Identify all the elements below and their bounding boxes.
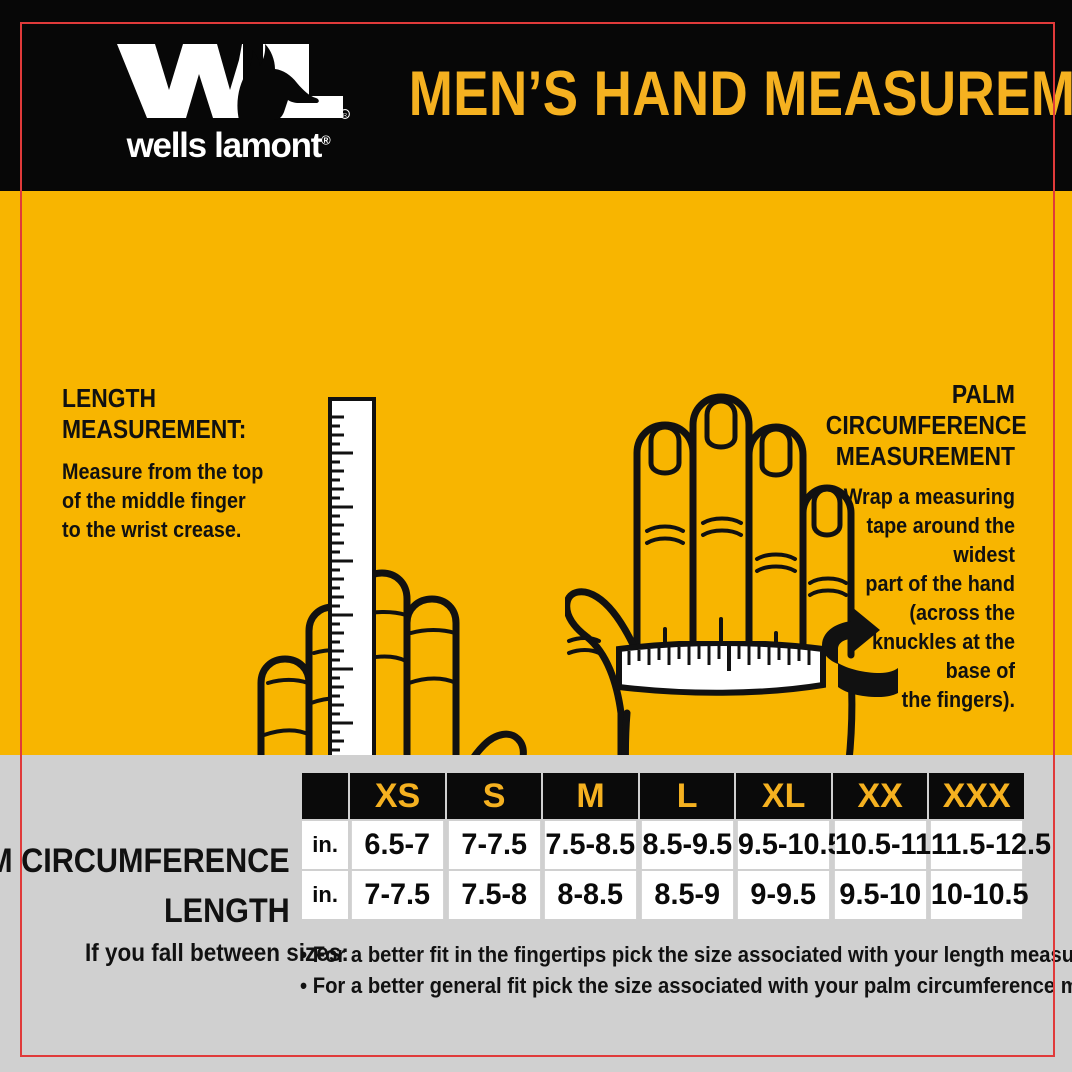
palm-caption-body-line3: part of the hand (across the [865,571,1015,625]
size-table-band: PALM CIRCUMFERENCE LENGTH XS S M L XL XX… [0,755,1072,1072]
palm-value-xs: 6.5-7 [352,821,443,869]
length-caption-heading-line1: LENGTH [62,383,157,413]
palm-value-xx: 10.5-11.5 [834,821,955,869]
measuring-tape-icon [616,641,826,696]
palm-value-s: 7-7.5 [448,821,540,869]
footnote-bullet-2: • For a better general fit pick the size… [300,973,1072,998]
header-size-xxx: XXX [929,773,1024,819]
page-title: MEN’S HAND MEASUREMENTS [408,59,1072,129]
header-size-m: M [543,773,638,819]
length-value-xl: 9-9.5 [738,871,830,919]
footnote-label: If you fall between sizes: [85,939,349,967]
palm-caption-heading-line1: PALM CIRCUMFERENCE [825,379,1027,440]
footnote-bullets: • For a better fit in the fingertips pic… [300,939,1072,1001]
palm-value-m: 7.5-8.5 [545,821,636,869]
palm-caption-body-line5: the fingers). [901,687,1015,712]
length-value-l: 8.5-9 [641,871,733,919]
footnote-bullet-1: • For a better fit in the fingertips pic… [300,942,1072,967]
row-label-palm-circumference: PALM CIRCUMFERENCE [0,842,291,880]
header-size-xs: XS [350,773,445,819]
palm-caption-heading: PALM CIRCUMFERENCE MEASUREMENT [825,379,1027,472]
length-unit-cell: in. [302,871,349,919]
wells-lamont-mule-wl-logo-icon: R [103,40,353,130]
brand-wordmark: wells lamont® [103,126,353,166]
table-row: in. 6.5-7 7-7.5 7.5-8.5 8.5-9.5 9.5-10.5… [302,821,1051,869]
palm-value-l: 8.5-9.5 [641,821,733,869]
length-caption-body-line2: of the middle finger [62,488,246,513]
palm-value-xl: 9.5-10.5 [738,821,844,869]
length-measurement-caption: LENGTH MEASUREMENT: Measure from the top… [62,383,292,544]
length-value-m: 8-8.5 [545,871,636,919]
palm-caption-body-line1: Wrap a measuring [843,484,1015,509]
table-row: in. 7-7.5 7.5-8 8-8.5 8.5-9 9-9.5 9.5-10… [302,871,1029,919]
illustration-band: LENGTH MEASUREMENT: Measure from the top… [0,191,1072,947]
header-unit-spacer [302,773,349,819]
header-size-s: S [446,773,542,819]
header-size-xl: XL [736,773,831,819]
row-label-length: LENGTH [164,892,290,930]
palm-circumference-caption: PALM CIRCUMFERENCE MEASUREMENT Wrap a me… [800,379,1027,714]
hand-with-measuring-tape-illustration [563,383,865,948]
header-bar: R wells lamont® MEN’S HAND MEASUREMENTS [0,0,1072,191]
header-size-xx: XX [832,773,928,819]
length-caption-body: Measure from the top of the middle finge… [62,457,269,544]
size-chart-table: XS S M L XL XX XXX in. 6.5-7 7-7.5 7.5-8… [300,771,1051,921]
length-caption-heading-line2: MEASUREMENT: [62,414,247,444]
table-header-row: XS S M L XL XX XXX [302,773,1024,819]
header-size-l: L [639,773,735,819]
brand-logo: R wells lamont® [103,40,353,165]
length-caption-body-line1: Measure from the top [62,459,264,484]
palm-caption-body: Wrap a measuring tape around the widest … [822,482,1015,714]
length-caption-body-line3: to the wrist crease. [62,517,242,542]
palm-value-xxx: 11.5-12.5 [931,821,1051,869]
brand-wordmark-text: wells lamont [126,126,323,165]
registered-trademark-icon: ® [321,132,331,148]
svg-text:R: R [343,113,347,119]
palm-caption-body-line2: tape around the widest [866,513,1015,567]
length-value-xs: 7-7.5 [352,871,443,919]
palm-caption-heading-line2: MEASUREMENT [835,441,1015,471]
length-value-xx: 9.5-10 [834,871,926,919]
length-value-xxx: 10-10.5 [931,871,1029,919]
palm-unit-cell: in. [302,821,349,869]
palm-caption-body-line4: knuckles at the base of [871,629,1015,683]
length-value-s: 7.5-8 [448,871,540,919]
curved-wrap-arrow-icon [818,603,900,698]
length-caption-heading: LENGTH MEASUREMENT: [62,383,264,445]
